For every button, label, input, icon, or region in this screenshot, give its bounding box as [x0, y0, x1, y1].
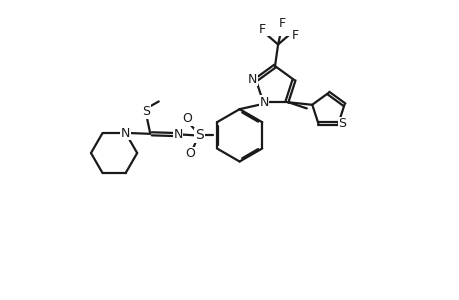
Text: N: N	[173, 128, 182, 141]
Text: S: S	[195, 128, 203, 142]
Text: F: F	[291, 29, 299, 42]
Text: S: S	[337, 117, 346, 130]
Text: O: O	[185, 147, 195, 160]
Text: O: O	[182, 112, 192, 125]
Text: F: F	[278, 17, 285, 30]
Text: N: N	[259, 96, 268, 109]
Text: N: N	[248, 73, 257, 85]
Text: N: N	[121, 127, 130, 140]
Text: F: F	[258, 22, 265, 36]
Text: S: S	[142, 105, 150, 118]
